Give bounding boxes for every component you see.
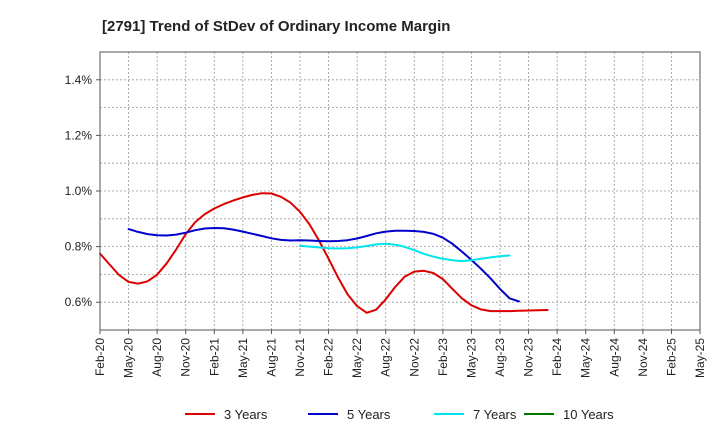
x-tick-label: Nov-24 (636, 338, 650, 377)
grid (99, 52, 701, 330)
x-tick-label: May-25 (693, 338, 707, 378)
series-line-7-years (299, 242, 511, 263)
legend-label-7-years: 7 Years (473, 407, 517, 422)
x-tick-label: Feb-24 (550, 338, 564, 376)
x-tick-label: May-23 (464, 338, 478, 378)
x-tick-label: Nov-20 (179, 338, 193, 377)
y-tick-label: 1.2% (65, 128, 93, 142)
y-tick-label: 1.4% (65, 73, 93, 87)
x-tick-label: Feb-22 (322, 338, 336, 376)
x-tick-label: Nov-22 (407, 338, 421, 377)
chart-title: [2791] Trend of StDev of Ordinary Income… (102, 18, 450, 35)
x-tick-label: Feb-23 (436, 338, 450, 376)
legend-label-3-years: 3 Years (224, 407, 268, 422)
y-tick-label: 0.6% (65, 295, 93, 309)
x-tick-label: Aug-24 (607, 338, 621, 377)
legend-label-10-years: 10 Years (563, 407, 614, 422)
x-tick-label: May-22 (350, 338, 364, 378)
x-tick-label: Feb-21 (207, 338, 221, 376)
x-tick-label: Feb-20 (93, 338, 107, 376)
series-lines (99, 192, 549, 314)
x-tick-label: Feb-25 (664, 338, 678, 376)
x-tick-label: Aug-23 (493, 338, 507, 377)
x-tick-label: Nov-23 (522, 338, 536, 377)
legend-label-5-years: 5 Years (347, 407, 391, 422)
x-tick-label: Aug-21 (264, 338, 278, 377)
series-line-5-years (127, 227, 520, 303)
x-tick-label: May-20 (122, 338, 136, 378)
x-tick-label: Nov-21 (293, 338, 307, 377)
x-tick-label: May-24 (579, 338, 593, 378)
y-axis-ticks: 0.6% 0.8% 1.0% 1.2% 1.4% (65, 73, 100, 309)
legend: 3 Years 5 Years 7 Years 10 Years (185, 407, 614, 422)
x-tick-label: Aug-20 (150, 338, 164, 377)
y-tick-label: 0.8% (65, 240, 93, 254)
x-tick-label: Aug-22 (379, 338, 393, 377)
y-tick-label: 1.0% (65, 184, 93, 198)
x-axis-ticks: Feb-20 May-20 Aug-20 Nov-20 Feb-21 May-21 Aug-… (93, 330, 707, 378)
series-line-3-years (99, 192, 549, 314)
x-tick-label: May-21 (236, 338, 250, 378)
